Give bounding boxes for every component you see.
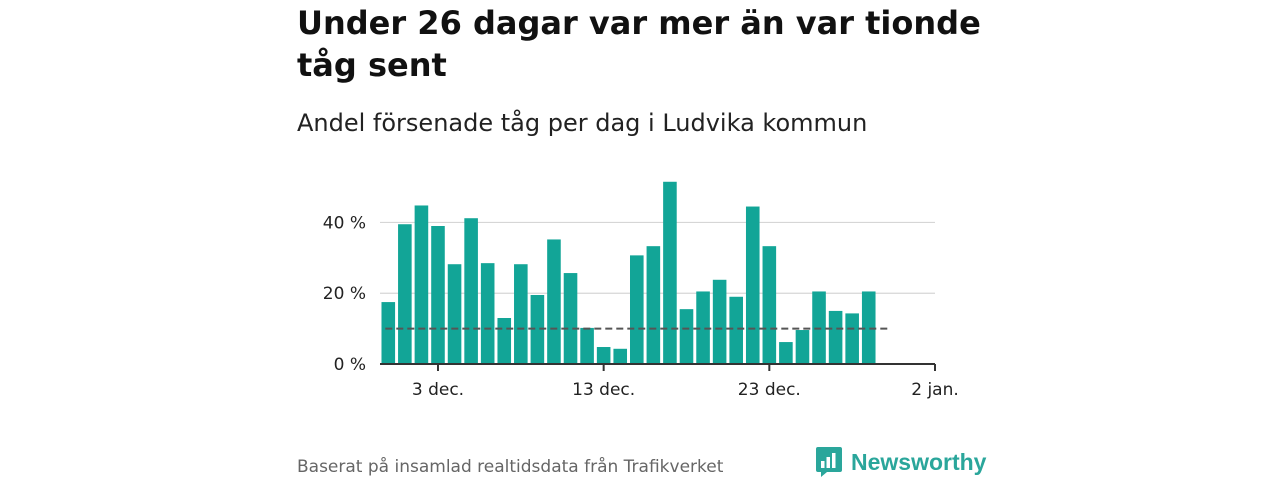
y-tick-label: 40 % <box>323 213 366 233</box>
bar <box>431 226 445 364</box>
bar <box>447 264 462 364</box>
bar <box>480 263 495 364</box>
bar <box>414 205 429 364</box>
bar <box>729 296 743 364</box>
source-note: Baserat på insamlad realtidsdata från Tr… <box>297 457 724 477</box>
y-tick-label: 0 % <box>334 355 366 375</box>
bar <box>679 309 694 364</box>
newsworthy-logo-icon <box>816 447 842 477</box>
bar <box>381 302 396 364</box>
brand-name: Newsworthy <box>851 448 987 475</box>
bar <box>861 291 876 364</box>
bar <box>563 273 578 364</box>
bar <box>779 342 793 364</box>
bar <box>828 310 843 364</box>
x-tick-label: 3 dec. <box>412 380 464 400</box>
bar <box>530 295 545 364</box>
bar <box>398 224 412 364</box>
x-tick-label: 2 jan. <box>911 380 959 400</box>
y-tick-label: 20 % <box>323 284 366 304</box>
bar <box>613 348 628 364</box>
x-tick-label: 23 dec. <box>738 380 801 400</box>
bar <box>580 327 594 364</box>
bar <box>762 246 777 364</box>
chart-title: Under 26 dagar var mer än var tionde tåg… <box>297 4 981 84</box>
bar <box>795 330 810 364</box>
bar <box>547 239 561 364</box>
bar <box>845 313 859 364</box>
bar <box>497 318 512 364</box>
bar <box>646 246 661 364</box>
bar <box>745 206 760 364</box>
bar <box>696 291 710 364</box>
bar <box>514 264 528 364</box>
newsworthy-logo: Newsworthy <box>815 445 986 479</box>
bar <box>629 255 644 364</box>
bar <box>712 279 727 364</box>
bar-chart: 0 % 20 % 40 % 3 dec. 13 dec. 23 dec. 2 jan. <box>323 181 959 400</box>
chart-subtitle: Andel försenade tåg per dag i Ludvika ko… <box>297 109 868 137</box>
bars <box>381 181 876 364</box>
bar <box>464 218 478 364</box>
bar <box>663 181 677 364</box>
x-tick-label: 13 dec. <box>572 380 635 400</box>
bar <box>596 347 611 364</box>
axes: 0 % 20 % 40 % 3 dec. 13 dec. 23 dec. 2 jan. <box>323 213 959 400</box>
